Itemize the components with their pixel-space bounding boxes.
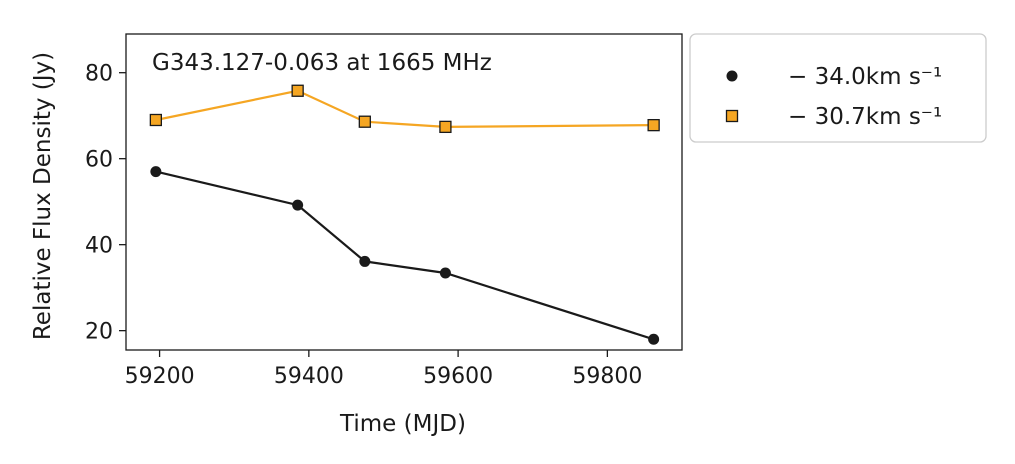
y-tick-label-2: 60 bbox=[85, 148, 113, 173]
series-1-point-1 bbox=[291, 84, 304, 97]
x-tick-label-1: 59400 bbox=[274, 364, 344, 389]
series-0-point-0 bbox=[150, 166, 162, 178]
legend: − 34.0km s⁻¹ − 30.7km s⁻¹ bbox=[689, 33, 987, 143]
x-tick-label-2: 59600 bbox=[423, 364, 493, 389]
series-0-point-3 bbox=[439, 267, 451, 279]
series-0-point-4 bbox=[648, 333, 660, 345]
axis-ticks: 59200 59400 59600 59800 20 40 60 80 bbox=[85, 62, 642, 389]
series-1-point-0 bbox=[149, 113, 163, 127]
plot-frame bbox=[125, 33, 683, 351]
series-0-point-1 bbox=[292, 199, 304, 211]
plot-area bbox=[149, 84, 660, 345]
legend-label-0: − 34.0km s⁻¹ bbox=[788, 64, 942, 90]
series-1-point-2 bbox=[358, 115, 371, 128]
y-tick-label-3: 80 bbox=[85, 62, 113, 87]
y-axis-label: Relative Flux Density (Jy) bbox=[30, 52, 56, 340]
series-0-point-2 bbox=[359, 255, 371, 267]
x-tick-label-0: 59200 bbox=[125, 364, 195, 389]
chart-annotation: G343.127-0.063 at 1665 MHz bbox=[152, 50, 492, 76]
x-axis-label: Time (MJD) bbox=[339, 411, 466, 437]
x-tick-label-3: 59800 bbox=[572, 364, 642, 389]
legend-marker-1 bbox=[725, 109, 739, 123]
series-line-0 bbox=[155, 170, 654, 341]
series-line-1 bbox=[155, 89, 654, 129]
series-1-point-3 bbox=[439, 120, 452, 134]
legend-label-1: − 30.7km s⁻¹ bbox=[788, 104, 942, 130]
legend-frame bbox=[689, 33, 987, 143]
series-1-point-4 bbox=[647, 118, 660, 132]
y-tick-label-0: 20 bbox=[85, 320, 113, 345]
legend-marker-0 bbox=[726, 70, 738, 82]
y-tick-label-1: 40 bbox=[85, 234, 113, 259]
